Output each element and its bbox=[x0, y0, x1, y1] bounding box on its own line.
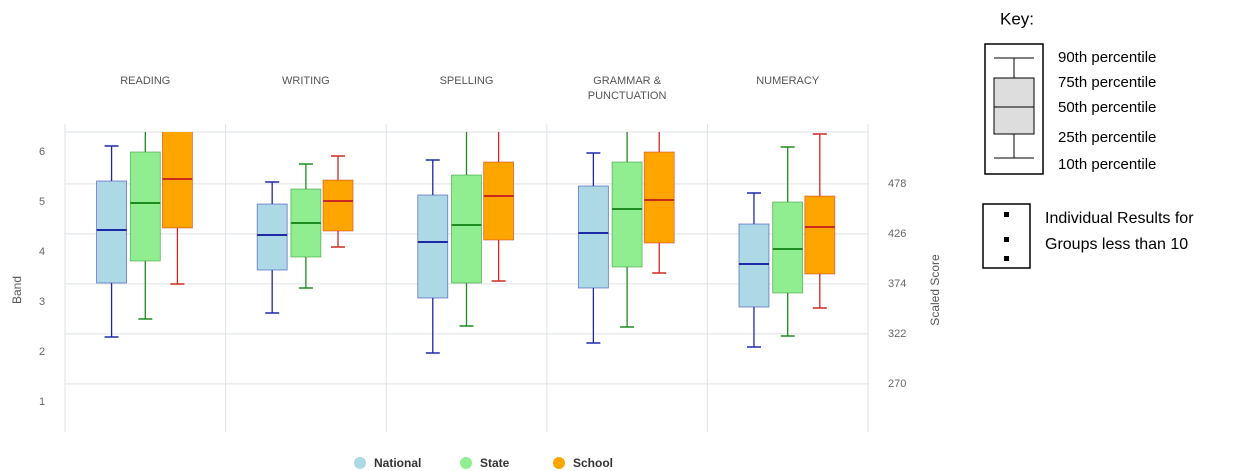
category-label: NUMERACY bbox=[756, 75, 820, 87]
box bbox=[96, 180, 127, 284]
legend-label: State bbox=[480, 456, 510, 470]
category-label: SPELLING bbox=[439, 75, 494, 87]
box bbox=[772, 201, 804, 294]
key-label: 90th percentile bbox=[1058, 49, 1156, 66]
key-note: Individual Results for bbox=[1045, 210, 1194, 227]
category-label: GRAMMAR & PUNCTUATION bbox=[587, 75, 667, 102]
y-tick-label: 4 bbox=[39, 246, 45, 258]
key-label: 10th percentile bbox=[1058, 156, 1156, 173]
legend-marker bbox=[354, 457, 366, 469]
y-tick-label: 5 bbox=[39, 196, 45, 208]
box bbox=[738, 223, 770, 308]
box bbox=[804, 195, 836, 275]
plot bbox=[65, 132, 868, 385]
key-dot bbox=[1004, 212, 1009, 217]
category-label: WRITING bbox=[282, 75, 330, 87]
box bbox=[417, 194, 449, 299]
box bbox=[577, 185, 609, 289]
box bbox=[322, 179, 354, 232]
box bbox=[643, 151, 675, 244]
legend-marker bbox=[460, 457, 472, 469]
legend-label: National bbox=[374, 456, 421, 470]
box bbox=[256, 203, 288, 271]
key-dot bbox=[1004, 237, 1009, 242]
y-tick-label: 6 bbox=[39, 146, 45, 158]
y-tick-label: 1 bbox=[39, 396, 45, 408]
y2-tick-label: 426 bbox=[888, 228, 906, 240]
box bbox=[162, 132, 193, 229]
box bbox=[611, 161, 643, 268]
y2-tick-label: 270 bbox=[888, 378, 906, 390]
box bbox=[483, 161, 515, 241]
legend-label: School bbox=[573, 456, 613, 470]
legend-marker bbox=[553, 457, 565, 469]
key-label: 25th percentile bbox=[1058, 129, 1156, 146]
key-note: Groups less than 10 bbox=[1045, 236, 1188, 253]
box bbox=[129, 151, 161, 262]
key-box bbox=[993, 77, 1035, 135]
y2-tick-label: 322 bbox=[888, 328, 906, 340]
box bbox=[451, 174, 482, 284]
key-dot bbox=[1004, 256, 1009, 261]
key-title: Key: bbox=[1000, 9, 1034, 28]
y2-tick-label: 478 bbox=[888, 178, 906, 190]
y-tick-label: 3 bbox=[39, 296, 45, 308]
key-label: 50th percentile bbox=[1058, 99, 1156, 116]
category-label: READING bbox=[120, 75, 171, 87]
y2-axis-label: Scaled Score bbox=[928, 254, 942, 326]
key-label: 75th percentile bbox=[1058, 74, 1156, 91]
y-tick-label: 2 bbox=[39, 346, 45, 358]
y2-tick-label: 374 bbox=[888, 278, 906, 290]
y-axis-label: Band bbox=[10, 276, 24, 304]
